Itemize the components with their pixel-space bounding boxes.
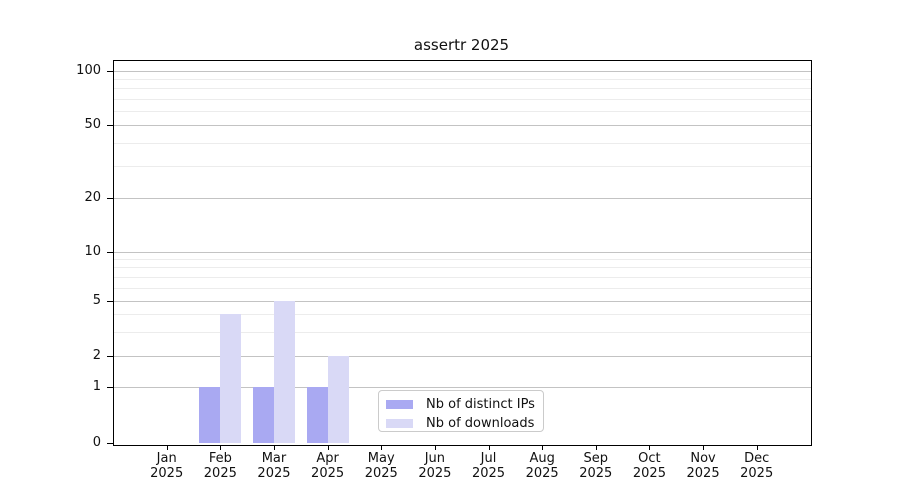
legend-label: Nb of downloads (426, 416, 535, 431)
y-tick-label: 100 (76, 62, 101, 78)
minor-gridline (114, 314, 811, 316)
major-gridline (114, 300, 811, 302)
y-tick-mark (107, 125, 114, 127)
x-tick-label: Apr 2025 (311, 451, 345, 481)
y-tick-label: 2 (92, 348, 101, 363)
y-tick-label: 10 (84, 243, 101, 259)
plot-area (113, 60, 812, 446)
y-tick-label: 20 (84, 190, 101, 206)
x-tick-label: Sep 2025 (579, 451, 613, 481)
x-tick-mark (381, 445, 383, 450)
bar-downloads-feb (220, 314, 242, 444)
x-tick-mark (434, 445, 436, 450)
major-gridline (114, 387, 811, 389)
y-tick-mark (107, 300, 114, 302)
y-tick-mark (107, 387, 114, 389)
minor-gridline (114, 276, 811, 278)
legend: Nb of distinct IPs Nb of downloads (378, 390, 544, 432)
y-tick-label: 5 (92, 292, 101, 308)
minor-gridline (114, 287, 811, 289)
bar-distinct-ips-feb (199, 387, 221, 444)
x-tick-label: Dec 2025 (740, 451, 774, 481)
legend-label: Nb of distinct IPs (426, 397, 535, 412)
minor-gridline (114, 331, 811, 333)
minor-gridline (114, 143, 811, 145)
x-tick-label: Nov 2025 (686, 451, 720, 481)
y-tick-mark (107, 443, 114, 445)
x-tick-label: Jul 2025 (471, 451, 506, 481)
y-tick-mark (107, 356, 114, 357)
downloads-swatch (386, 419, 413, 428)
y-tick-label: 1 (92, 379, 101, 395)
x-tick-mark (220, 445, 222, 450)
x-tick-mark (327, 445, 329, 450)
bar-downloads-mar (273, 300, 295, 444)
x-tick-label: Jan 2025 (150, 451, 184, 481)
minor-gridline (114, 259, 811, 261)
minor-gridline (114, 78, 811, 80)
x-tick-label: Oct 2025 (632, 451, 666, 481)
y-tick-label: 50 (84, 117, 101, 133)
x-tick-mark (166, 445, 168, 450)
bar-distinct-ips-apr (306, 387, 328, 444)
y-tick-mark (107, 198, 114, 200)
minor-gridline (114, 98, 811, 100)
y-tick-mark (107, 251, 114, 253)
minor-gridline (114, 88, 811, 90)
chart-title: assertr 2025 (413, 36, 510, 54)
x-tick-mark (756, 445, 758, 450)
major-gridline (114, 70, 811, 72)
x-tick-mark (649, 445, 651, 450)
minor-gridline (114, 267, 811, 269)
legend-item-distinct-ips: Nb of distinct IPs (386, 395, 535, 414)
x-tick-label: Jun 2025 (418, 451, 452, 481)
minor-gridline (114, 110, 811, 112)
minor-gridline (114, 165, 811, 167)
x-tick-mark (488, 445, 490, 450)
x-tick-mark (542, 445, 544, 450)
x-tick-label: Mar 2025 (257, 451, 291, 481)
major-gridline (114, 251, 811, 253)
major-gridline (114, 198, 811, 200)
y-tick-label: 0 (92, 435, 101, 451)
bar-distinct-ips-mar (252, 387, 274, 444)
legend-item-downloads: Nb of downloads (386, 414, 535, 433)
y-tick-mark (107, 70, 114, 72)
x-tick-mark (595, 445, 597, 450)
x-tick-mark (703, 445, 705, 450)
distinct-ips-swatch (386, 400, 413, 409)
x-tick-label: Aug 2025 (525, 451, 559, 481)
major-gridline (114, 125, 811, 127)
major-gridline (114, 356, 811, 357)
bar-downloads-apr (327, 356, 349, 444)
x-tick-label: Feb 2025 (203, 451, 237, 481)
x-tick-mark (273, 445, 275, 450)
x-tick-label: May 2025 (364, 451, 398, 481)
